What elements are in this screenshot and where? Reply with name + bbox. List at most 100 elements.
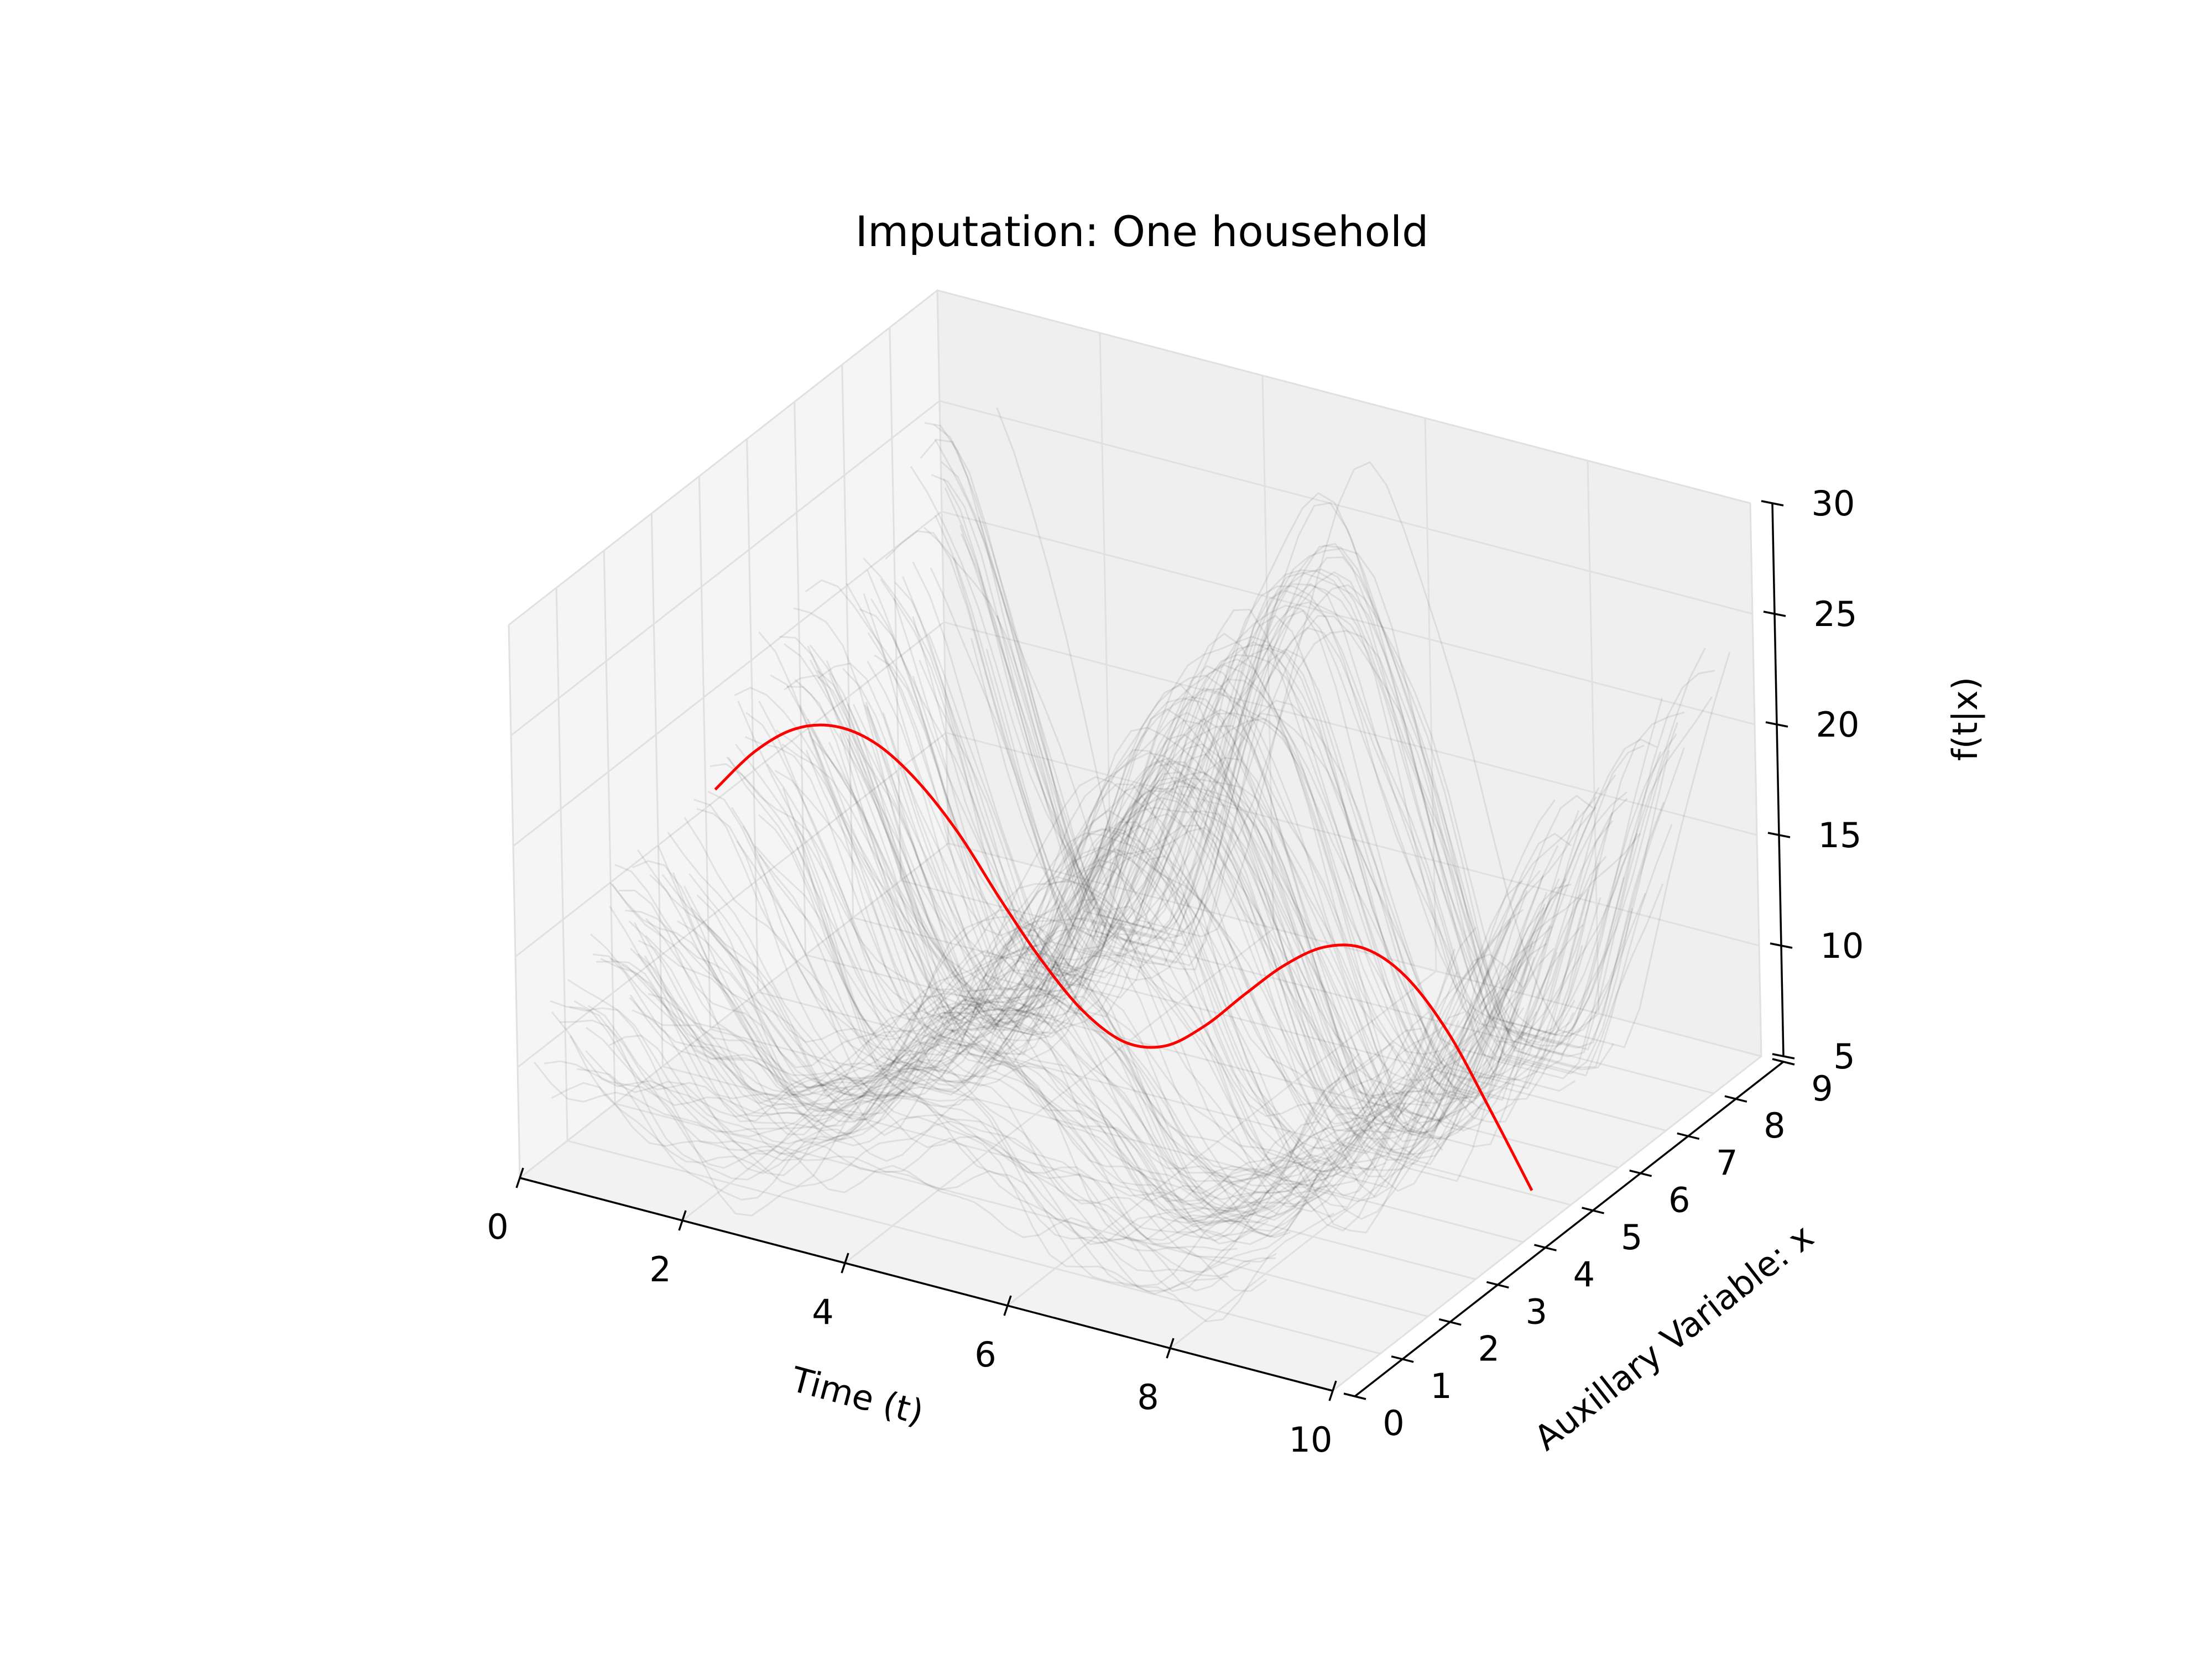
background-curve [912,561,1599,1066]
background-curve [807,718,1572,1118]
background-curve [847,712,1594,1097]
background-curve [826,660,1560,1134]
background-curve [867,632,1600,1131]
background-curve [770,674,1568,1140]
background-curve [944,487,1678,1035]
background-curve [609,906,1391,1242]
background-curve [708,927,1441,1199]
z-tick [1763,611,1786,617]
background-curve [799,705,1533,1155]
background-curve [657,845,1422,1218]
background-curve [828,742,1545,1161]
background-curve [707,790,1474,1218]
y-tick-label: 1 [1430,1366,1452,1406]
background-curve [696,894,1381,1238]
z-tick-label: 30 [1812,483,1855,524]
y-tick-label: 8 [1764,1105,1785,1146]
background-curve [573,1000,1258,1241]
background-curve [618,889,1321,1227]
y-tick-label: 2 [1478,1329,1499,1369]
background-curve [637,953,1387,1228]
background-curve [608,1035,1277,1263]
background-curve [920,439,1673,1069]
axis-panes [508,289,1763,1392]
x-tick-label: 8 [1137,1377,1159,1417]
background-curve [569,1006,1238,1251]
background-curve [863,593,1535,1121]
background-curve [867,660,1521,1107]
background-curve [644,955,1360,1202]
background-curve [794,823,1447,1125]
background-curve [745,712,1450,1188]
z-tick-label: 20 [1816,705,1860,745]
background-curve [645,935,1443,1209]
background-curve [758,854,1395,1117]
x-axis-line [519,1177,1333,1392]
background-curve [985,583,1715,1046]
z-tick-label: 25 [1814,594,1858,634]
background-curve [690,907,1392,1213]
y-axis-line [1354,1061,1785,1397]
background-curve [625,910,1390,1215]
background-curve [693,799,1411,1169]
background-curve [585,1050,1253,1240]
background-curve [809,644,1512,1125]
background-curve [978,517,1665,1051]
background-curve [863,557,1614,1123]
background-curve [846,583,1627,1102]
background-curve [586,1026,1334,1323]
background-curve [870,598,1575,1114]
background-curve [645,918,1379,1195]
y-tick-label: 5 [1621,1217,1642,1258]
background-curve [637,849,1372,1204]
background-curve [782,787,1468,1202]
grid-line-z [513,510,1755,847]
background-curve [961,534,1633,1075]
background-curve [736,841,1407,1232]
grid-line-z [510,400,1753,737]
background-curve [766,763,1453,1177]
background-curve [902,576,1589,1089]
x-tick-label: 2 [649,1249,671,1290]
y-tick [1534,1244,1557,1251]
background-curve [953,557,1625,1079]
x-tick [841,1253,849,1274]
background-curve [551,1082,1251,1277]
background-curve [923,526,1615,1071]
background-curve [676,920,1393,1183]
z-tick [1770,942,1793,949]
background-curve [590,933,1291,1218]
background-curve [817,662,1538,1147]
background-curve [735,743,1407,1197]
z-tick [1761,500,1784,507]
background-curve [865,696,1597,1081]
background-curve [728,757,1477,1150]
z-tick [1767,832,1791,838]
background-curve [894,582,1628,1079]
background-curve [910,466,1662,1051]
chart-title: Imputation: One household [855,207,1429,256]
background-curve [796,825,1511,1173]
z-axis-line [1771,503,1785,1057]
background-curve [867,570,1616,1099]
z-tick-label: 5 [1833,1036,1855,1077]
background-curve [632,1009,1363,1273]
background-curve [661,874,1394,1176]
background-curve [630,947,1347,1214]
background-curve [696,808,1430,1208]
background-curve [544,1060,1276,1292]
y-tick-label: 6 [1668,1180,1690,1220]
background-curve [550,1000,1347,1295]
background-curve [893,597,1658,1101]
background-curve [734,686,1501,1198]
background-curve [809,659,1559,1159]
y-tick-label: 4 [1573,1254,1595,1295]
background-curve [667,832,1418,1221]
y-tick [1629,1169,1652,1177]
background-curve [941,461,1646,1037]
background-curve [755,846,1488,1220]
background-curve [942,478,1677,1037]
background-curve [688,873,1389,1176]
z-tick [1772,1053,1795,1060]
background-curve [933,424,1686,1049]
